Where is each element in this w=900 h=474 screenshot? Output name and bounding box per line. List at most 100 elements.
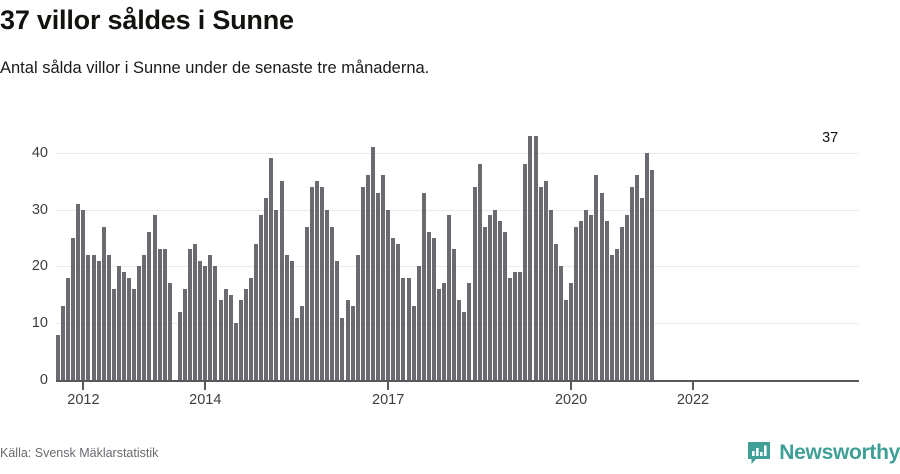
gridline — [56, 380, 859, 382]
bar — [61, 306, 66, 380]
bar — [406, 277, 411, 380]
bar — [167, 283, 172, 380]
newsworthy-wordmark: Newsworthy — [779, 441, 900, 464]
bar — [492, 209, 497, 380]
y-axis-tick-label: 0 — [39, 372, 48, 388]
bar — [370, 147, 375, 380]
bar — [401, 277, 406, 380]
bar — [497, 220, 502, 380]
chart-bars — [56, 130, 859, 380]
bar-chart-speech-bubble-icon — [746, 440, 772, 466]
bar — [376, 192, 381, 380]
bar-value-label: 37 — [822, 130, 839, 146]
bar — [330, 226, 335, 380]
bar — [81, 209, 86, 380]
bar — [579, 220, 584, 380]
bar — [142, 255, 147, 380]
bar — [569, 283, 574, 380]
bar — [518, 272, 523, 380]
bar — [274, 209, 279, 380]
bar — [101, 226, 106, 380]
gridline — [56, 266, 859, 268]
gridline — [56, 152, 859, 154]
bar — [482, 226, 487, 380]
bar — [243, 289, 248, 380]
bar — [335, 260, 340, 380]
bar — [294, 317, 299, 380]
x-axis-tick-label: 2014 — [189, 392, 222, 408]
bar — [106, 255, 111, 380]
bar — [66, 277, 71, 380]
newsworthy-logo: Newsworthy — [746, 440, 900, 466]
x-axis-tick-mark — [82, 381, 85, 390]
bar — [284, 255, 289, 380]
bar — [96, 260, 101, 380]
bar — [340, 317, 345, 380]
bar — [223, 289, 228, 380]
bar — [198, 260, 203, 380]
bar — [365, 175, 370, 380]
bar — [203, 266, 208, 380]
chart-plot-area: 0 10 20 30 40 2012 2014 2017 2020 2022 37 — [0, 130, 900, 430]
bar — [86, 255, 91, 380]
bar — [472, 186, 477, 380]
bar — [508, 277, 513, 380]
bar — [162, 249, 167, 380]
bar — [437, 289, 441, 380]
bar — [127, 277, 132, 380]
bar — [467, 283, 472, 380]
y-axis-tick-label: 40 — [31, 144, 48, 161]
bar — [584, 209, 589, 380]
x-axis-tick-label: 2022 — [676, 392, 710, 408]
bar — [640, 198, 645, 380]
bar — [132, 289, 137, 380]
bar — [538, 186, 543, 380]
bar — [421, 192, 426, 380]
bar — [452, 249, 457, 380]
bar — [442, 283, 447, 380]
bar — [76, 203, 81, 380]
bar — [320, 186, 325, 380]
bar — [116, 266, 121, 380]
x-axis-tick-mark — [204, 381, 207, 390]
y-axis-tick-label: 30 — [31, 201, 48, 218]
bar — [609, 255, 614, 380]
bar — [381, 175, 386, 380]
bar — [533, 135, 538, 380]
bar — [630, 186, 635, 380]
bar — [523, 164, 528, 380]
bar — [462, 311, 467, 380]
bar — [594, 175, 599, 380]
bar — [431, 237, 436, 380]
bar — [208, 255, 213, 380]
bar — [213, 266, 218, 380]
bar — [238, 300, 243, 380]
bar — [111, 289, 116, 380]
bar — [411, 306, 416, 380]
bar — [619, 226, 624, 380]
bar — [269, 158, 274, 380]
bar — [152, 215, 157, 380]
bar — [589, 215, 594, 380]
bar — [386, 209, 391, 380]
bar — [396, 243, 401, 380]
bar — [355, 255, 360, 380]
page-subtitle: Antal sålda villor i Sunne under de sena… — [0, 59, 430, 77]
bar — [264, 198, 269, 380]
bar — [391, 237, 396, 380]
bar — [304, 226, 309, 380]
bar — [599, 192, 604, 380]
bar — [614, 249, 619, 380]
x-axis-tick-mark — [570, 381, 573, 390]
y-axis-tick-label: 10 — [31, 315, 48, 332]
bar — [513, 272, 518, 380]
bar — [558, 266, 563, 380]
gridline — [56, 209, 859, 211]
bar — [177, 311, 182, 380]
bar — [71, 237, 76, 380]
bar — [574, 226, 579, 380]
bar — [122, 272, 127, 380]
bar — [279, 181, 284, 380]
bar — [56, 334, 60, 380]
page-title: 37 villor såldes i Sunne — [0, 5, 294, 35]
